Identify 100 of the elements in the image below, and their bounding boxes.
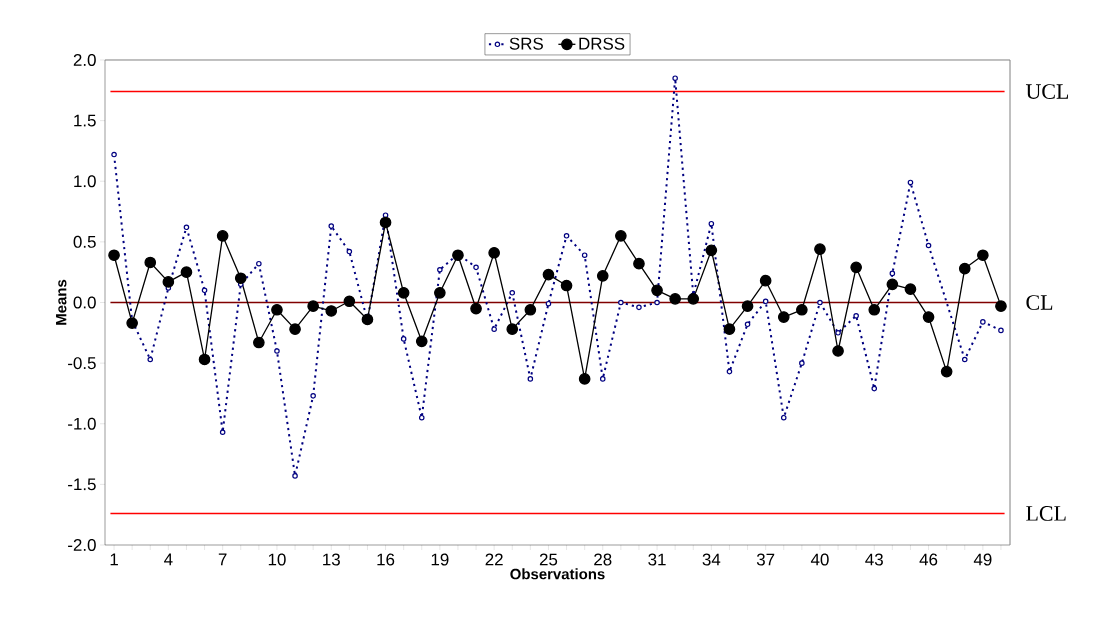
point bbox=[705, 244, 718, 257]
x-tick-label: 46 bbox=[919, 553, 938, 566]
point bbox=[256, 260, 262, 267]
point bbox=[437, 266, 443, 273]
point bbox=[596, 269, 609, 282]
x-tick-label: 10 bbox=[268, 553, 286, 566]
point bbox=[759, 274, 772, 287]
x-tick-label: 22 bbox=[485, 553, 503, 566]
point bbox=[708, 220, 715, 227]
point bbox=[995, 300, 1007, 312]
point bbox=[853, 313, 859, 319]
point bbox=[850, 261, 862, 274]
x-tick-label: 28 bbox=[594, 553, 612, 566]
point bbox=[147, 356, 154, 363]
y-axis-title: Means bbox=[56, 279, 67, 325]
point bbox=[958, 262, 971, 275]
point bbox=[654, 299, 660, 306]
point bbox=[180, 266, 193, 279]
y-tick-label: 0.5 bbox=[73, 235, 96, 248]
point bbox=[907, 179, 914, 186]
point bbox=[325, 305, 338, 317]
point bbox=[886, 278, 899, 291]
point bbox=[925, 242, 932, 249]
x-tick-label: 40 bbox=[810, 553, 829, 566]
point bbox=[672, 75, 678, 81]
y-tick-label: 1.0 bbox=[74, 175, 96, 188]
point bbox=[126, 317, 138, 329]
y-tick-label: -1.0 bbox=[68, 417, 96, 430]
point bbox=[796, 303, 808, 316]
y-tick-label: 2.0 bbox=[73, 54, 96, 66]
point bbox=[328, 223, 335, 229]
y-tick-label: -1.5 bbox=[68, 478, 96, 491]
point bbox=[618, 299, 624, 306]
point bbox=[234, 272, 247, 285]
x-tick-label: 7 bbox=[218, 553, 227, 566]
point bbox=[361, 313, 374, 326]
point bbox=[687, 293, 700, 305]
x-tick-label: 19 bbox=[431, 553, 449, 566]
point bbox=[669, 293, 681, 305]
ref-line-label: UCL bbox=[1025, 84, 1069, 99]
point bbox=[578, 373, 591, 385]
point bbox=[980, 319, 986, 325]
legend-label: SRS bbox=[509, 37, 543, 50]
x-tick-label: 34 bbox=[702, 553, 721, 566]
point bbox=[506, 323, 519, 336]
point bbox=[651, 284, 663, 297]
point bbox=[346, 248, 353, 255]
point bbox=[922, 311, 935, 323]
point bbox=[563, 233, 570, 239]
point bbox=[470, 302, 482, 315]
point bbox=[868, 303, 881, 316]
point bbox=[581, 252, 588, 258]
x-tick-label: 1 bbox=[110, 553, 118, 566]
point bbox=[382, 212, 389, 218]
point bbox=[741, 300, 754, 312]
y-tick-label: -2.0 bbox=[68, 539, 96, 551]
point bbox=[108, 249, 120, 262]
x-tick-label: 13 bbox=[323, 553, 340, 566]
point bbox=[162, 276, 175, 288]
point bbox=[832, 345, 844, 357]
point bbox=[871, 385, 878, 392]
point bbox=[491, 326, 497, 332]
point bbox=[509, 290, 516, 296]
point bbox=[216, 229, 229, 242]
point bbox=[817, 299, 823, 306]
point bbox=[473, 264, 479, 271]
point bbox=[219, 429, 226, 436]
point bbox=[271, 303, 283, 316]
point bbox=[762, 298, 769, 305]
point bbox=[799, 360, 805, 366]
x-axis-title: Observations bbox=[510, 568, 605, 580]
point bbox=[111, 151, 117, 158]
point bbox=[560, 279, 573, 292]
point bbox=[452, 249, 464, 262]
x-tick-label: 49 bbox=[973, 553, 992, 566]
point bbox=[961, 356, 968, 363]
point bbox=[292, 473, 298, 479]
y-tick-label: 0.0 bbox=[73, 296, 96, 309]
point bbox=[744, 321, 751, 328]
point bbox=[310, 393, 316, 399]
point bbox=[183, 224, 190, 231]
point bbox=[814, 243, 826, 255]
x-tick-label: 37 bbox=[756, 553, 775, 566]
point bbox=[977, 249, 989, 262]
point bbox=[545, 300, 552, 307]
y-tick-label: 1.5 bbox=[74, 114, 96, 127]
point bbox=[636, 304, 642, 311]
point bbox=[777, 311, 790, 323]
point bbox=[343, 295, 356, 308]
point bbox=[400, 336, 407, 342]
point bbox=[835, 330, 841, 336]
point bbox=[542, 268, 555, 281]
point bbox=[201, 287, 208, 294]
ref-line-label: LCL bbox=[1026, 506, 1066, 521]
point bbox=[524, 303, 537, 316]
point bbox=[904, 283, 917, 295]
point bbox=[780, 414, 787, 421]
ref-line-label: CL bbox=[1026, 295, 1053, 310]
x-tick-label: 43 bbox=[865, 553, 883, 566]
y-tick-label: -0.5 bbox=[68, 357, 96, 370]
